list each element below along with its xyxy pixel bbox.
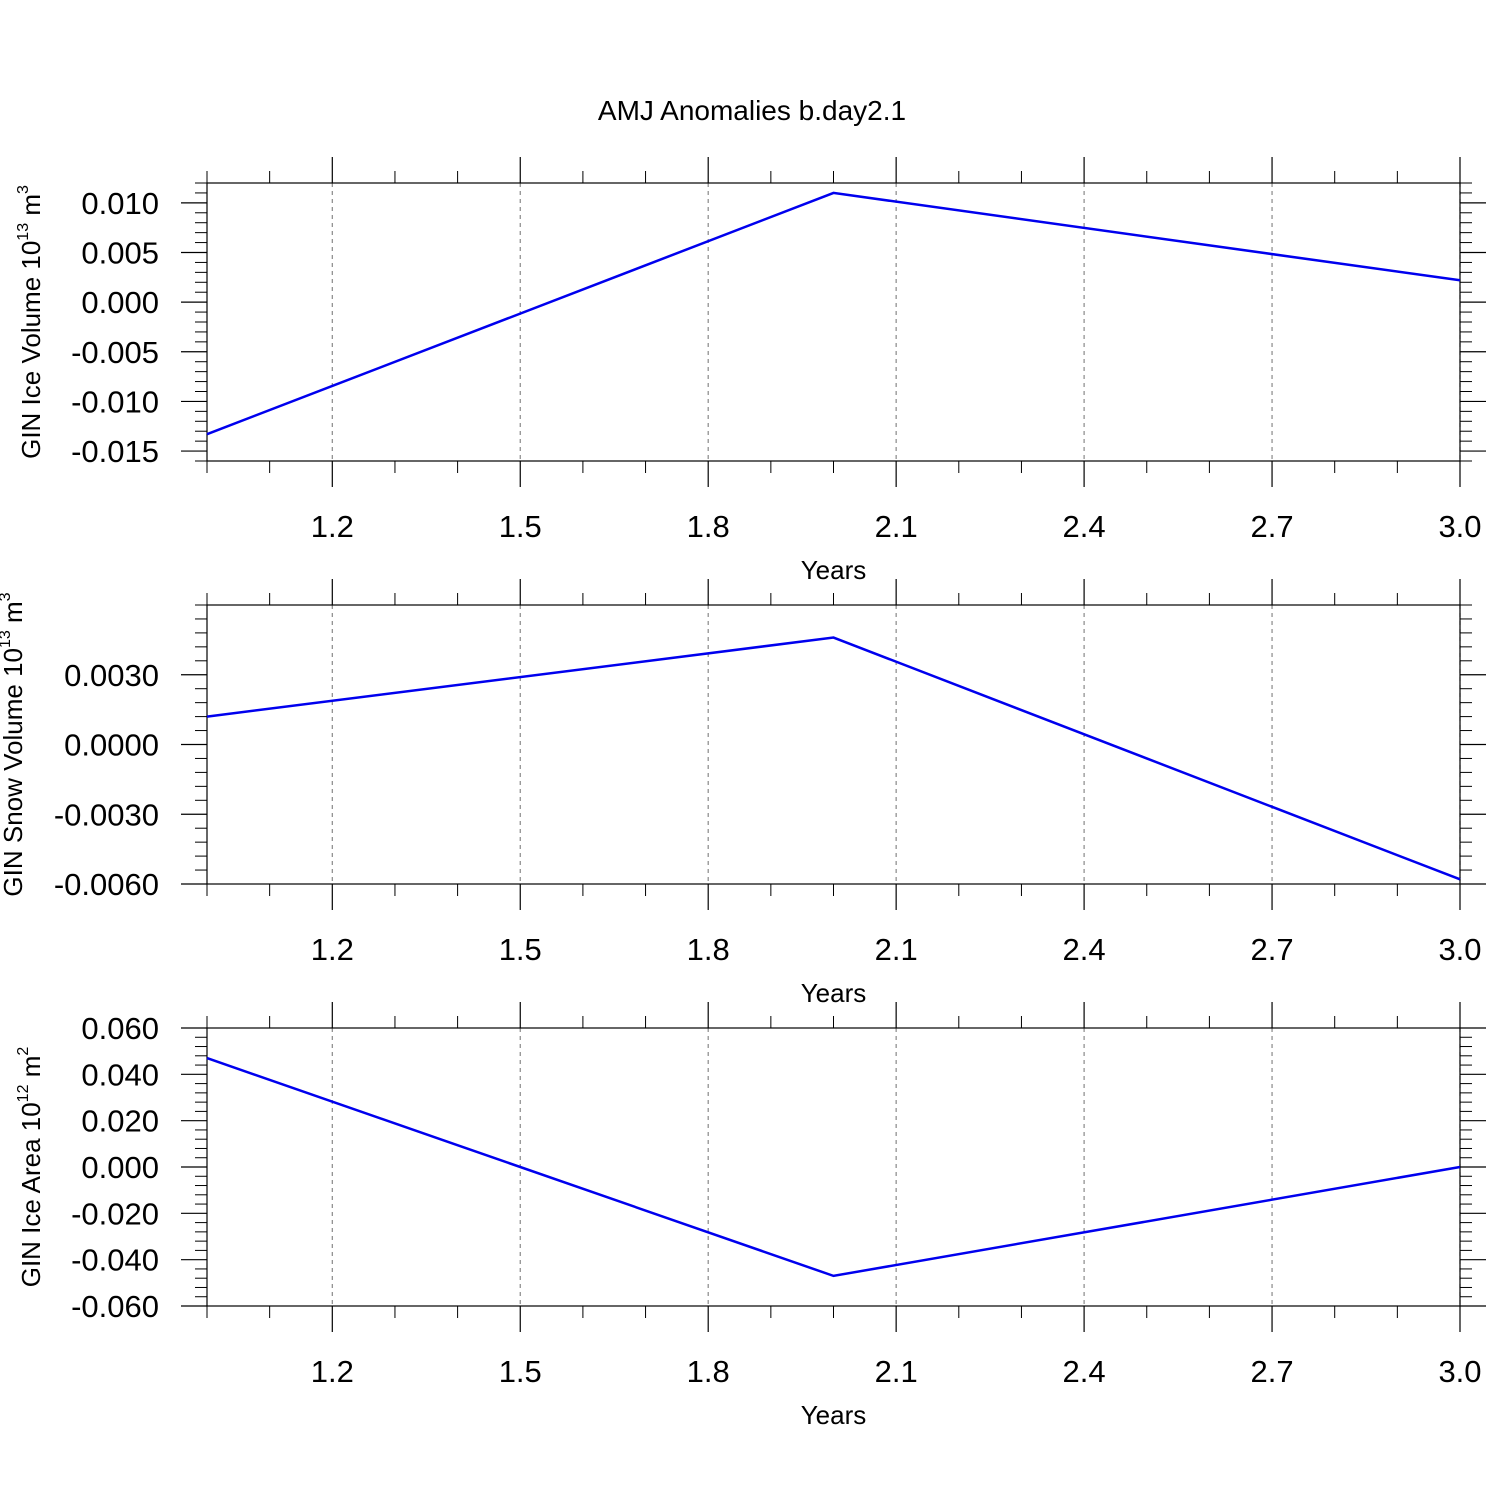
- y-axis-label-text: GIN Ice Area 10: [16, 1102, 46, 1287]
- plot-frame: [206, 182, 1461, 462]
- y-tick-label: 0.020: [81, 1104, 159, 1139]
- y-tick-label: 0.000: [81, 1150, 159, 1185]
- y-tick-label: 0.0030: [64, 658, 159, 693]
- y-axis-label-unit-exponent: 2: [15, 1047, 32, 1056]
- y-axis-label-unit: m: [16, 194, 46, 223]
- chart-panel-2: 1.2 1.5 1.8 2.1 2.4 2.7 3.0 0.0030 0.0000 -0.0030…: [0, 579, 1486, 1008]
- y-tick-label: -0.020: [71, 1196, 159, 1231]
- x-tick-label: 3.0: [1438, 1354, 1481, 1389]
- x-tick-label: 2.7: [1250, 509, 1293, 544]
- y-tick-label: -0.005: [71, 335, 159, 370]
- y-tick-label: 0.000: [81, 285, 159, 320]
- chart-panel-3: 1.2 1.5 1.8 2.1 2.4 2.7 3.0 0.060 0.040 0.020 0.00…: [15, 1002, 1486, 1430]
- x-tick-label: 2.4: [1063, 509, 1106, 544]
- y-tick-label: -0.0060: [54, 867, 159, 902]
- y-axis-label: GIN Ice Volume 1013 m3: [15, 185, 46, 459]
- y-axis-label-unit-exponent: 3: [15, 185, 32, 194]
- x-tick-label: 2.1: [875, 509, 918, 544]
- y-tick-label: 0.040: [81, 1057, 159, 1092]
- x-tick-label: 1.5: [499, 509, 542, 544]
- y-axis-label: GIN Snow Volume 1013 m3: [0, 592, 28, 896]
- x-tick-label: 1.2: [311, 509, 354, 544]
- y-axis-label: GIN Ice Area 1012 m2: [15, 1047, 46, 1288]
- x-tick-label: 1.5: [499, 1354, 542, 1389]
- y-tick-label: 0.0000: [64, 728, 159, 763]
- y-axis-label-unit: m: [0, 601, 28, 630]
- y-tick-label: 0.060: [81, 1011, 159, 1046]
- y-tick-label: -0.0030: [54, 797, 159, 832]
- x-tick-label: 2.4: [1063, 932, 1106, 967]
- x-tick-label: 3.0: [1438, 932, 1481, 967]
- x-axis-label: Years: [801, 1400, 867, 1430]
- x-tick-label: 2.7: [1250, 932, 1293, 967]
- x-tick-label: 2.7: [1250, 1354, 1293, 1389]
- chart-title: AMJ Anomalies b.day2.1: [598, 95, 906, 126]
- y-axis-label-unit-exponent: 3: [0, 592, 14, 601]
- plot-frame: [206, 604, 1461, 885]
- y-tick-label: 0.005: [81, 236, 159, 271]
- x-axis-label: Years: [801, 555, 867, 585]
- y-tick-label: -0.060: [71, 1289, 159, 1324]
- y-axis-label-exponent: 12: [15, 1084, 32, 1102]
- x-tick-label: 2.1: [875, 1354, 918, 1389]
- y-tick-label: -0.015: [71, 434, 159, 469]
- x-tick-label: 1.5: [499, 932, 542, 967]
- x-tick-label: 1.2: [311, 932, 354, 967]
- x-tick-label: 1.2: [311, 1354, 354, 1389]
- chart-panel-1: 1.2 1.5 1.8 2.1 2.4 2.7 3.0 0.010 0.005 0.000 -0.0…: [15, 157, 1486, 585]
- x-tick-label: 2.1: [875, 932, 918, 967]
- y-axis-label-unit: m: [16, 1056, 46, 1085]
- x-tick-label: 1.8: [687, 1354, 730, 1389]
- y-tick-label: 0.010: [81, 186, 159, 221]
- x-tick-label: 2.4: [1063, 1354, 1106, 1389]
- y-axis-label-exponent: 13: [15, 223, 32, 241]
- x-tick-label: 1.8: [687, 509, 730, 544]
- y-axis-label-text: GIN Snow Volume 10: [0, 648, 28, 897]
- y-axis-label-exponent: 13: [0, 630, 14, 648]
- y-axis-label-text: GIN Ice Volume 10: [16, 241, 46, 459]
- y-tick-label: -0.010: [71, 384, 159, 419]
- y-tick-label: -0.040: [71, 1243, 159, 1278]
- x-tick-label: 1.8: [687, 932, 730, 967]
- x-axis-label: Years: [801, 978, 867, 1008]
- x-tick-label: 3.0: [1438, 509, 1481, 544]
